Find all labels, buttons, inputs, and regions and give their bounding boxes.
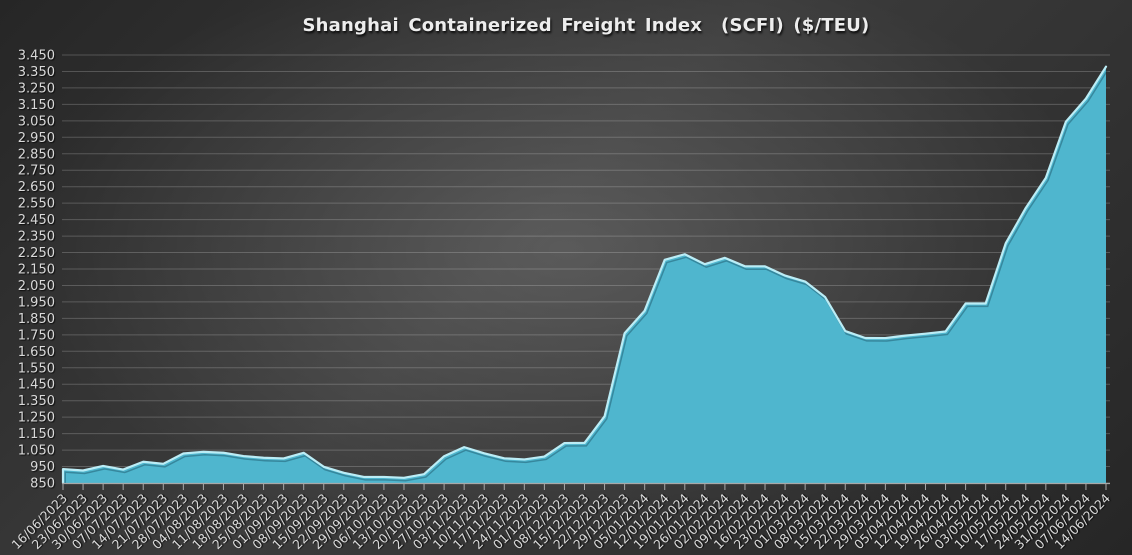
y-tick-label: 1.250 — [18, 411, 55, 426]
y-tick-label: 3.150 — [18, 98, 55, 113]
y-tick-label: 950 — [30, 460, 55, 475]
y-tick-label: 2.250 — [18, 246, 55, 261]
y-tick-label: 3.050 — [18, 114, 55, 129]
y-tick-label: 2.150 — [18, 263, 55, 278]
y-tick-label: 1.450 — [18, 378, 55, 393]
y-tick-label: 2.950 — [18, 131, 55, 146]
y-tick-label: 2.050 — [18, 279, 55, 294]
y-tick-label: 3.250 — [18, 81, 55, 96]
y-tick-label: 1.150 — [18, 427, 55, 442]
y-tick-label: 2.350 — [18, 230, 55, 245]
area-highlight-edge — [61, 65, 1108, 485]
y-tick-label: 1.550 — [18, 361, 55, 376]
y-tick-label: 2.550 — [18, 197, 55, 212]
y-tick-label: 1.750 — [18, 328, 55, 343]
y-tick-label: 3.450 — [18, 49, 55, 64]
y-tick-label: 850 — [30, 477, 55, 492]
y-tick-label: 2.750 — [18, 164, 55, 179]
y-tick-label: 1.950 — [18, 295, 55, 310]
y-tick-label: 2.850 — [18, 147, 55, 162]
y-tick-label: 3.350 — [18, 65, 55, 80]
area-series — [63, 66, 1106, 484]
y-tick-label: 2.450 — [18, 213, 55, 228]
chart-title: Shanghai Containerized Freight Index (SC… — [302, 15, 870, 36]
y-tick-label: 1.850 — [18, 312, 55, 327]
y-tick-label: 2.650 — [18, 180, 55, 195]
y-tick-label: 1.350 — [18, 394, 55, 409]
y-tick-label: 1.650 — [18, 345, 55, 360]
x-axis: 16/06/202323/06/202330/06/202307/07/2023… — [9, 482, 1113, 552]
y-tick-label: 1.050 — [18, 444, 55, 459]
